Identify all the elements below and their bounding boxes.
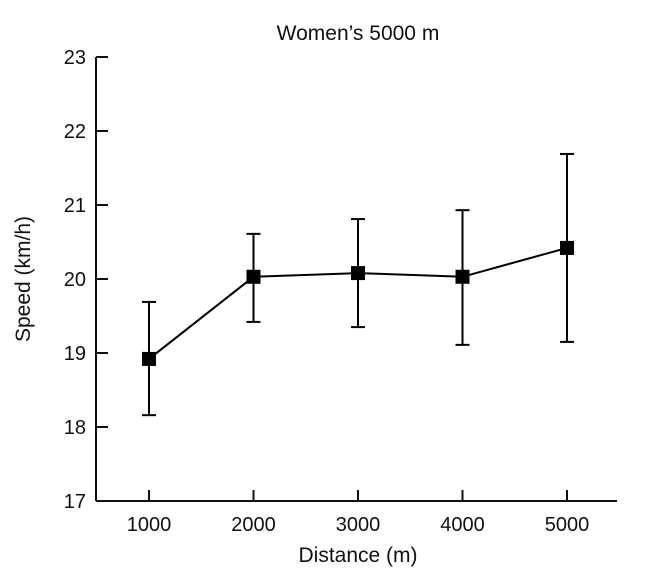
x-ticks: 1000 2000 3000 4000 5000 [127,490,590,536]
y-axis-label: Speed (km/h) [12,216,35,342]
x-tick-label: 5000 [545,514,590,536]
y-tick-label: 22 [64,121,86,143]
series [142,152,574,417]
y-ticks: 17 18 19 20 21 22 23 [64,47,108,513]
data-point-marker [246,269,261,284]
x-tick-label: 2000 [231,514,276,536]
data-point-marker [560,240,574,255]
y-tick-label: 21 [64,195,86,217]
y-tick-label: 19 [64,343,86,365]
chart-title: Women’s 5000 m [277,22,440,45]
x-tick-label: 4000 [440,514,485,536]
y-tick-label: 18 [64,417,86,439]
y-tick-label: 17 [64,491,86,513]
x-axis-label: Distance (m) [298,544,417,567]
data-point-marker [142,351,156,366]
data-point-marker [351,266,365,281]
y-tick-label: 20 [64,269,86,291]
y-tick-label: 23 [64,47,86,69]
data-point-marker [455,269,470,284]
x-tick-label: 1000 [127,514,172,536]
x-tick-label: 3000 [336,514,381,536]
